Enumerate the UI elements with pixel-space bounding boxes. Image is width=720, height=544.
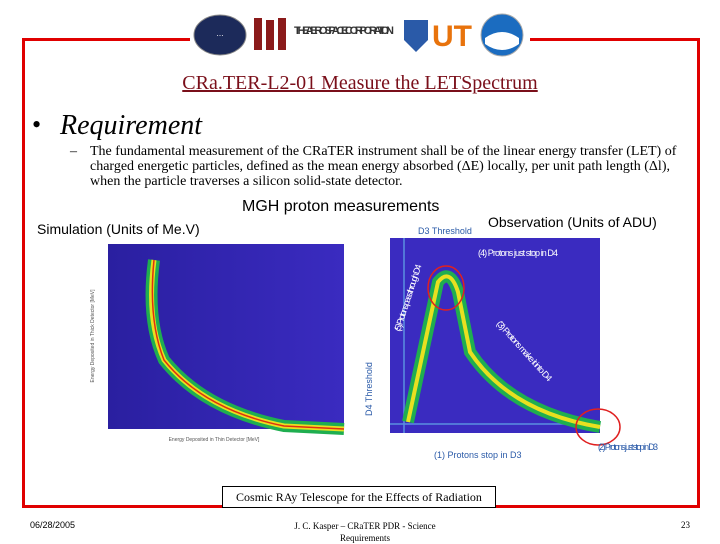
footer-banner: Cosmic RAy Telescope for the Effects of … [222, 486, 496, 508]
left-plot: Energy Deposited in Thick Detector [MeV]… [90, 244, 345, 443]
annotation: (1) Protons stop in D3 [434, 450, 522, 460]
logo-strip: ⋯ THE AEROSPACE CORPORATION UT [190, 8, 530, 60]
right-plot: D3 Threshold (4) Protons just stop in D4… [364, 226, 658, 460]
logo-nasa [193, 14, 247, 56]
right-caption: Observation (Units of ADU) [488, 214, 657, 230]
logo-figures [254, 18, 286, 50]
y-axis-label: Energy Deposited in Thick Detector [MeV] [90, 289, 96, 383]
logo-af [404, 20, 428, 52]
svg-text:⋯: ⋯ [217, 33, 224, 40]
band-core [151, 259, 345, 430]
footer-author: J. C. Kasper – CRaTER PDR - Science Requ… [294, 521, 436, 543]
annotation: D4 Threshold [364, 362, 374, 416]
highlight [575, 408, 621, 446]
logo-aerospace: THE AEROSPACE CORPORATION [294, 25, 394, 37]
annotation: (2) Protons just stop in D3 [598, 442, 658, 452]
slide-title: CRa.TER-L2-01 Measure the LETSpectrum [182, 72, 538, 94]
section-heading: Requirement [60, 110, 203, 141]
footer-page: 23 [681, 520, 690, 530]
dash: – [70, 144, 77, 159]
band-mid [406, 274, 601, 429]
bullet: • [32, 110, 42, 139]
highlight [427, 265, 465, 311]
requirement-text: The fundamental measurement of the CRaTE… [90, 144, 677, 189]
footer-date: 06/28/2005 [30, 520, 76, 530]
annotation: (4) Protons just stop in D4 [478, 248, 558, 258]
left-caption: Simulation (Units of Me.V) [37, 221, 200, 237]
logo-ut: UT [432, 20, 472, 53]
figure-title: MGH proton measurements [242, 198, 440, 215]
x-axis-label: Energy Deposited in Thin Detector [MeV] [169, 437, 260, 443]
annotation: D3 Threshold [418, 226, 472, 236]
